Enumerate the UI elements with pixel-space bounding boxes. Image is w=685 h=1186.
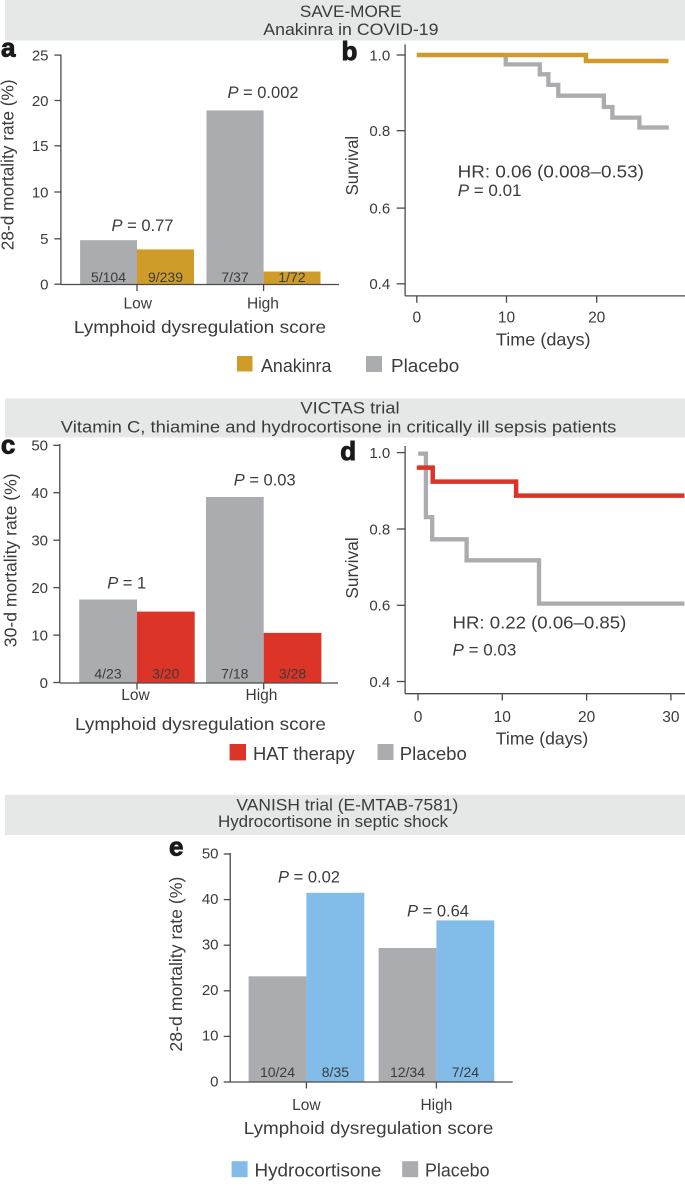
svg-text:Time (days): Time (days) [496, 728, 588, 748]
svg-text:a: a [1, 33, 16, 63]
svg-text:7/24: 7/24 [452, 1064, 479, 1080]
svg-text:High: High [247, 296, 279, 313]
svg-text:Anakinra: Anakinra [261, 355, 332, 376]
svg-text:Placebo: Placebo [425, 1160, 490, 1181]
svg-text:5: 5 [40, 231, 48, 248]
svg-text:Low: Low [121, 687, 150, 704]
svg-text:0.8: 0.8 [369, 123, 390, 140]
svg-text:20: 20 [578, 709, 596, 726]
svg-text:28-d mortality rate (%): 28-d mortality rate (%) [166, 877, 186, 1052]
svg-text:HAT therapy: HAT therapy [253, 743, 355, 764]
svg-text:Lymphoid dysregulation score: Lymphoid dysregulation score [244, 1118, 494, 1138]
svg-text:Time (days): Time (days) [496, 330, 591, 350]
svg-text:P = 0.01: P = 0.01 [458, 181, 522, 200]
svg-text:e: e [169, 832, 183, 862]
svg-text:4/23: 4/23 [94, 666, 121, 682]
svg-text:0: 0 [412, 310, 421, 327]
svg-text:P = 1: P = 1 [107, 575, 146, 593]
svg-text:Anakinra in COVID-19: Anakinra in COVID-19 [263, 20, 438, 39]
svg-text:10: 10 [31, 627, 48, 644]
svg-text:7/18: 7/18 [221, 666, 248, 682]
svg-text:Low: Low [292, 1097, 321, 1114]
svg-text:10: 10 [494, 709, 512, 726]
svg-text:30: 30 [662, 709, 680, 726]
svg-text:Low: Low [123, 296, 152, 313]
svg-text:High: High [246, 687, 278, 704]
svg-text:SAVE-MORE: SAVE-MORE [300, 2, 402, 21]
svg-text:Hydrocortisone in septic shock: Hydrocortisone in septic shock [218, 812, 449, 831]
svg-text:30: 30 [31, 533, 48, 550]
svg-text:0: 0 [210, 1073, 218, 1090]
svg-text:0: 0 [40, 277, 48, 294]
svg-text:0.6: 0.6 [369, 200, 390, 217]
svg-text:P = 0.77: P = 0.77 [112, 217, 174, 235]
svg-text:Survival: Survival [342, 136, 362, 196]
svg-text:20: 20 [32, 93, 49, 110]
svg-text:P = 0.03: P = 0.03 [453, 641, 517, 660]
svg-text:40: 40 [202, 891, 219, 908]
svg-text:0: 0 [40, 675, 48, 692]
svg-text:Lymphoid dysregulation score: Lymphoid dysregulation score [75, 714, 326, 734]
svg-text:P = 0.64: P = 0.64 [407, 903, 469, 921]
svg-text:10: 10 [202, 1028, 219, 1045]
svg-text:1.0: 1.0 [369, 47, 390, 64]
svg-text:28-d mortality rate (%): 28-d mortality rate (%) [0, 79, 18, 250]
svg-text:Survival: Survival [342, 537, 362, 598]
svg-text:HR: 0.22 (0.06–0.85): HR: 0.22 (0.06–0.85) [453, 613, 627, 633]
svg-text:0.8: 0.8 [369, 521, 390, 538]
svg-text:30: 30 [202, 937, 219, 954]
svg-text:c: c [1, 430, 15, 460]
svg-text:0.4: 0.4 [369, 674, 390, 691]
svg-text:1.0: 1.0 [369, 445, 390, 462]
svg-text:3/28: 3/28 [279, 666, 306, 682]
svg-text:10: 10 [498, 310, 516, 327]
svg-text:Placebo: Placebo [400, 743, 467, 764]
svg-text:12/34: 12/34 [390, 1064, 425, 1080]
svg-text:20: 20 [588, 310, 606, 327]
svg-text:20: 20 [31, 580, 48, 597]
svg-text:0: 0 [414, 709, 423, 726]
svg-text:7/37: 7/37 [221, 269, 248, 285]
svg-text:VANISH trial (E-MTAB-7581): VANISH trial (E-MTAB-7581) [236, 796, 458, 815]
svg-text:9/239: 9/239 [148, 269, 183, 285]
svg-text:b: b [342, 36, 358, 66]
svg-text:5/104: 5/104 [91, 269, 126, 285]
svg-text:10/24: 10/24 [260, 1064, 295, 1080]
svg-text:VICTAS trial: VICTAS trial [300, 398, 399, 417]
svg-text:Hydrocortisone: Hydrocortisone [255, 1160, 382, 1181]
svg-text:P = 0.02: P = 0.02 [278, 868, 340, 886]
svg-text:8/35: 8/35 [322, 1064, 349, 1080]
svg-text:40: 40 [31, 485, 48, 502]
svg-text:High: High [420, 1097, 452, 1114]
svg-text:HR: 0.06 (0.008–0.53): HR: 0.06 (0.008–0.53) [458, 162, 644, 182]
svg-text:0.4: 0.4 [369, 276, 390, 293]
svg-text:d: d [340, 436, 356, 466]
svg-text:Vitamin C, thiamine and hydroc: Vitamin C, thiamine and hydrocortisone i… [61, 417, 617, 436]
svg-text:15: 15 [32, 138, 49, 155]
svg-text:0.6: 0.6 [369, 598, 390, 615]
svg-text:P = 0.03: P = 0.03 [234, 472, 296, 490]
svg-text:Placebo: Placebo [391, 355, 459, 376]
svg-text:Lymphoid dysregulation score: Lymphoid dysregulation score [74, 317, 326, 337]
svg-text:25: 25 [32, 47, 49, 64]
svg-text:50: 50 [31, 438, 48, 455]
svg-text:P = 0.002: P = 0.002 [227, 84, 298, 102]
svg-text:10: 10 [32, 184, 49, 201]
svg-text:50: 50 [202, 845, 219, 862]
svg-text:30-d mortality rate (%): 30-d mortality rate (%) [1, 473, 21, 647]
svg-text:1/72: 1/72 [278, 269, 305, 285]
svg-text:20: 20 [202, 982, 219, 999]
svg-text:3/20: 3/20 [152, 666, 179, 682]
